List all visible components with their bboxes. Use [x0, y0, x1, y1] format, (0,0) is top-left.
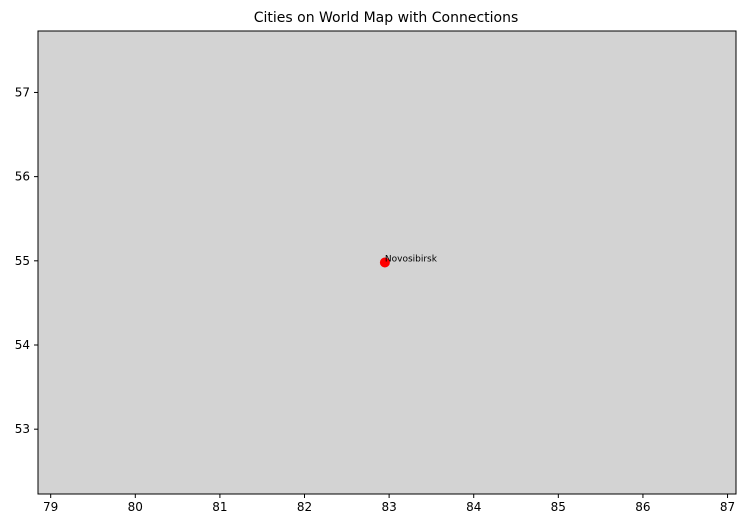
- axis-ticks: 79 80 81 82 83 84 85 86 87 53 54 55 56 57: [15, 85, 735, 514]
- x-tick-label: 86: [635, 500, 650, 514]
- x-tick-label: 81: [212, 500, 227, 514]
- y-tick-label: 57: [15, 85, 30, 99]
- chart-title: Cities on World Map with Connections: [254, 10, 519, 26]
- y-tick-label: 56: [15, 170, 30, 184]
- y-tick-label: 54: [15, 338, 30, 352]
- city-label: Novosibirsk: [385, 255, 438, 265]
- x-tick-label: 85: [551, 500, 566, 514]
- y-tick-label: 53: [15, 422, 30, 436]
- x-tick-label: 79: [43, 500, 58, 514]
- y-tick-label: 55: [15, 254, 30, 268]
- x-tick-label: 84: [466, 500, 481, 514]
- x-tick-label: 83: [381, 500, 396, 514]
- plot-frame: [37, 30, 737, 495]
- x-tick-label: 80: [128, 500, 143, 514]
- data-marks: Novosibirsk: [379, 255, 438, 268]
- x-tick-label: 87: [720, 500, 735, 514]
- city-point: [379, 257, 390, 268]
- x-tick-label: 82: [297, 500, 312, 514]
